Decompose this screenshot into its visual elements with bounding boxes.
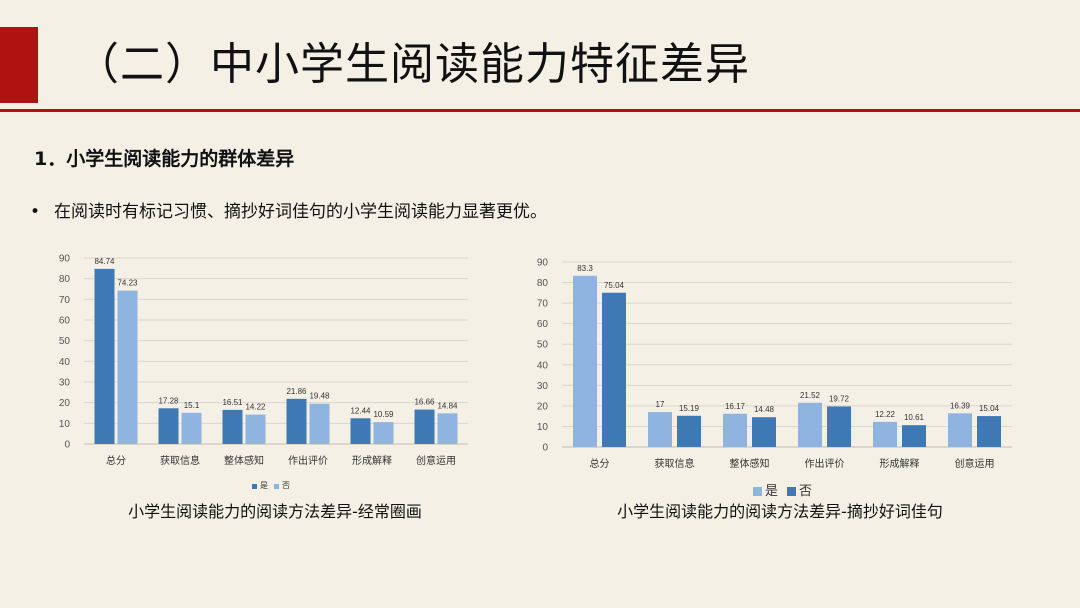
bar-no (117, 290, 138, 444)
bar-yes (222, 409, 243, 444)
data-label: 10.59 (373, 410, 394, 419)
bar-yes (414, 409, 435, 444)
x-tick-label: 获取信息 (160, 454, 200, 467)
x-tick-label: 总分 (590, 457, 610, 470)
y-tick-label: 90 (59, 254, 71, 265)
data-label: 75.04 (604, 281, 625, 290)
bar-yes (723, 413, 747, 447)
bar-no (827, 406, 851, 447)
data-label: 83.3 (577, 264, 593, 273)
x-tick-label: 形成解释 (880, 457, 920, 470)
bar-yes (94, 268, 115, 444)
legend-swatch (787, 487, 796, 496)
legend-label: 是 (260, 481, 268, 490)
bar-no (245, 414, 266, 444)
legend-swatch (274, 484, 279, 489)
chart-caption-excerpting: 小学生阅读能力的阅读方法差异-摘抄好词佳句 (617, 502, 943, 521)
x-tick-label: 形成解释 (352, 454, 392, 467)
data-label: 15.04 (979, 404, 1000, 413)
data-label: 16.66 (414, 398, 435, 407)
x-tick-label: 获取信息 (655, 457, 695, 470)
bullet-marker: • (30, 202, 41, 222)
bar-yes (286, 398, 307, 444)
y-tick-label: 20 (537, 401, 549, 412)
data-label: 17 (656, 400, 665, 409)
y-tick-label: 30 (59, 378, 71, 389)
y-tick-label: 80 (537, 278, 549, 289)
y-tick-label: 0 (542, 443, 548, 454)
y-tick-label: 40 (59, 357, 71, 368)
page-title: （二）中小学生阅读能力特征差异 (75, 39, 750, 90)
y-tick-label: 80 (59, 274, 71, 285)
data-label: 14.22 (245, 403, 266, 412)
legend-swatch (753, 487, 762, 496)
x-tick-label: 创意运用 (416, 454, 456, 467)
y-tick-label: 50 (59, 336, 71, 347)
bullet-text: 在阅读时有标记习惯、摘抄好词佳句的小学生阅读能力显著更优。 (54, 202, 547, 222)
bar-yes (873, 421, 897, 447)
y-tick-label: 30 (537, 381, 549, 392)
y-tick-label: 70 (59, 295, 71, 306)
legend-swatch (252, 484, 257, 489)
bar-yes (648, 412, 672, 447)
bar-no (752, 417, 776, 447)
bar-yes (798, 402, 822, 447)
y-tick-label: 20 (59, 398, 71, 409)
y-tick-label: 40 (537, 360, 549, 371)
y-tick-label: 60 (537, 319, 549, 330)
bullet-point: • 在阅读时有标记习惯、摘抄好词佳句的小学生阅读能力显著更优。 (30, 199, 547, 225)
data-label: 10.61 (904, 413, 925, 422)
x-tick-label: 整体感知 (730, 457, 770, 470)
y-tick-label: 60 (59, 316, 71, 327)
y-tick-label: 70 (537, 299, 549, 310)
bar-yes (158, 408, 179, 444)
bar-no (677, 415, 701, 447)
data-label: 21.52 (800, 391, 821, 400)
data-label: 84.74 (94, 257, 115, 266)
data-label: 74.23 (117, 279, 138, 288)
data-label: 15.19 (679, 404, 700, 413)
bar-no (902, 425, 926, 447)
data-label: 15.1 (184, 401, 200, 410)
chart-caption-circling: 小学生阅读能力的阅读方法差异-经常圈画 (128, 502, 422, 521)
legend-label: 否 (282, 481, 290, 490)
bar-yes (948, 413, 972, 447)
data-label: 17.28 (158, 396, 179, 405)
y-tick-label: 10 (59, 419, 71, 430)
legend-label: 否 (799, 484, 812, 499)
y-tick-label: 10 (537, 422, 549, 433)
data-label: 16.51 (222, 398, 243, 407)
data-label: 16.39 (950, 401, 971, 410)
bar-yes (573, 275, 597, 447)
data-label: 14.48 (754, 405, 775, 414)
bar-no (602, 292, 626, 447)
data-label: 12.22 (875, 410, 896, 419)
title-divider (0, 109, 1080, 112)
x-tick-label: 作出评价 (805, 457, 845, 470)
legend-label: 是 (765, 484, 778, 499)
data-label: 19.72 (829, 394, 850, 403)
bar-no (309, 403, 330, 444)
x-tick-label: 总分 (106, 454, 126, 467)
data-label: 19.48 (309, 392, 330, 401)
bar-no (977, 416, 1001, 447)
data-label: 14.84 (437, 401, 458, 410)
x-tick-label: 创意运用 (955, 457, 995, 470)
data-label: 12.44 (350, 406, 371, 415)
bar-no (373, 422, 394, 444)
x-tick-label: 整体感知 (224, 454, 264, 467)
bar-no (437, 413, 458, 444)
bar-yes (350, 418, 371, 444)
title-accent-block (0, 27, 38, 103)
x-tick-label: 作出评价 (288, 454, 328, 467)
data-label: 21.86 (286, 387, 307, 396)
y-tick-label: 90 (537, 258, 549, 269)
bar-no (181, 412, 202, 444)
y-tick-label: 50 (537, 340, 549, 351)
section-heading: 1．小学生阅读能力的群体差异 (34, 148, 295, 170)
y-tick-label: 0 (64, 440, 70, 451)
data-label: 16.17 (725, 402, 746, 411)
